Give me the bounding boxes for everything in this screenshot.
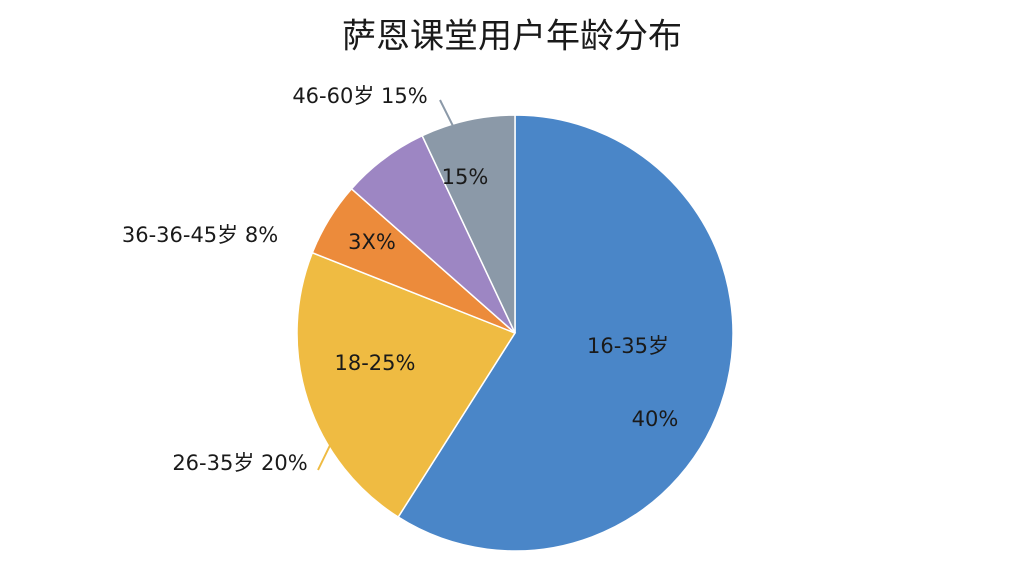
annotation: 40% <box>632 407 679 431</box>
pie <box>296 114 734 552</box>
annotation: 15% <box>442 165 489 189</box>
annotation: 3X% <box>348 230 396 254</box>
annotation: 36-36-45岁 8% <box>122 223 278 247</box>
pie-slice <box>397 114 734 552</box>
annotation: 18-25% <box>335 351 416 375</box>
leader-line <box>317 224 341 244</box>
annotation: 26-35岁 20% <box>172 451 307 475</box>
annotation: 46-60岁 15% <box>292 84 427 108</box>
chart-title: 萨恩课堂用户年龄分布 <box>342 17 682 57</box>
annotation: 16-35岁 <box>587 334 669 358</box>
leader-line <box>439 99 461 141</box>
pie-slice <box>421 114 516 334</box>
leader-line <box>317 434 336 471</box>
labels: 16-35岁 40% 18-25% 26-35岁 20% 3X% 36-36-45岁 8%… <box>122 84 679 475</box>
pie-slice <box>296 251 517 519</box>
